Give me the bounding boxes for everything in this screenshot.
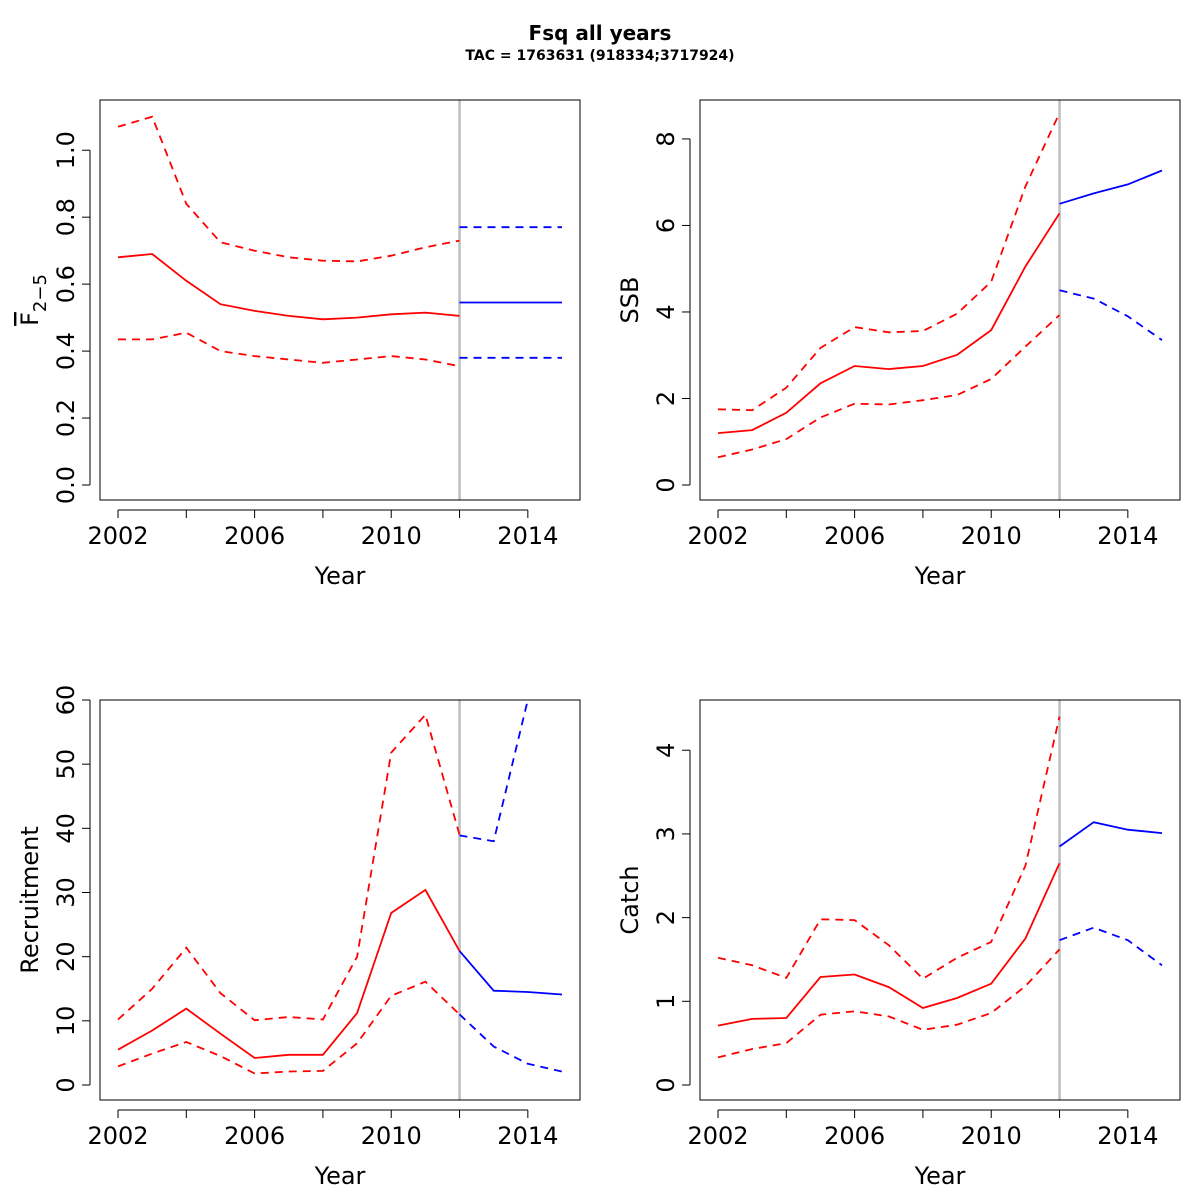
series-upper-line (117, 115, 460, 263)
y-tick-label: 50 (52, 749, 80, 780)
x-tick-label: 2010 (361, 1122, 422, 1150)
chart-panel-2: 2002 2006 2010 2014 Year 0 2 4 6 8 SSB (616, 99, 1181, 590)
series-lower-line (117, 980, 461, 1075)
y-tick-label: 8 (652, 131, 680, 146)
y-tick-label: 1 (652, 994, 680, 1009)
y-tick-label: 2 (652, 391, 680, 406)
y-tick-label: 0 (652, 477, 680, 492)
y-tick-label: 40 (52, 813, 80, 844)
series-estimate-line (117, 253, 460, 321)
series-lower-line (717, 948, 1061, 1059)
x-tick-label: 2014 (497, 522, 558, 550)
y-tick-label: 0.6 (52, 265, 80, 303)
figure-subtitle: TAC = 1763631 (918334;3717924) (465, 48, 734, 64)
series-estimate-line (717, 212, 1061, 434)
series-forecast-line (1059, 169, 1163, 205)
y-axis-label: F2−5 (16, 274, 51, 326)
series-upper-line (117, 712, 461, 1022)
y-tick-label: 1.0 (52, 131, 80, 169)
x-tick-label: 2010 (961, 1122, 1022, 1150)
plot-frame (99, 699, 581, 1101)
y-tick-label: 2 (652, 910, 680, 925)
y-tick-label: 4 (652, 743, 680, 758)
x-tick-label: 2006 (224, 1122, 285, 1150)
y-tick-label: 60 (52, 685, 80, 716)
y-tick-label: 20 (52, 941, 80, 972)
y-tick-label: 10 (52, 1006, 80, 1037)
plot-frame (699, 699, 1181, 1101)
series-group (717, 716, 1163, 1059)
y-tick-label: 0.8 (52, 198, 80, 236)
x-tick-label: 2014 (1097, 522, 1158, 550)
y-tick-label: 6 (652, 218, 680, 233)
y-axis-label: SSB (616, 277, 644, 324)
panels: 2002 2006 2010 2014Year0.00.20.40.60.81.0F2… (16, 99, 1181, 1190)
x-axis-label: Year (914, 1162, 966, 1190)
y-tick-label: 30 (52, 877, 80, 908)
series-forecast-lower-line (1059, 289, 1163, 341)
chart-panel-1: 2002 2006 2010 2014 Year 0.0 0.2 0.4 0.6 0.8 1.0 F2… (16, 99, 581, 590)
y-tick-label: 4 (652, 304, 680, 319)
x-tick-label: 2014 (497, 1122, 558, 1150)
series-group (717, 112, 1163, 459)
series-estimate-line (717, 862, 1061, 1027)
x-tick-label: 2006 (224, 522, 285, 550)
series-upper-line (717, 112, 1061, 412)
x-tick-label: 2002 (687, 522, 748, 550)
y-tick-label: 0.4 (52, 332, 80, 370)
x-tick-label: 2010 (361, 522, 422, 550)
series-group (117, 700, 563, 1075)
series-forecast-lower-line (1059, 926, 1163, 967)
x-tick-label: 2006 (824, 522, 885, 550)
y-tick-label: 0.2 (52, 399, 80, 437)
x-axis-label: Year (314, 1162, 366, 1190)
x-axis-label: Year (314, 562, 366, 590)
x-tick-label: 2002 (687, 1122, 748, 1150)
x-tick-label: 2006 (824, 1122, 885, 1150)
y-axis-label: Catch (616, 865, 644, 934)
series-lower-line (118, 331, 460, 368)
y-tick-label: 3 (652, 826, 680, 841)
x-tick-label: 2002 (87, 522, 148, 550)
x-axis-label: Year (914, 562, 966, 590)
x-tick-label: 2014 (1097, 1122, 1158, 1150)
series-forecast-lower-line (458, 1013, 563, 1073)
series-forecast-line (1058, 821, 1163, 848)
series-estimate-line (117, 888, 461, 1059)
series-forecast-upper-line (459, 700, 529, 843)
x-tick-label: 2002 (87, 1122, 148, 1150)
series-lower-line (717, 314, 1061, 459)
y-tick-label: 0 (52, 1077, 80, 1092)
series-forecast-line (458, 950, 563, 996)
chart-panel-3: 2002 2006 2010 2014 Year 0 10 20 30 40 50 60 Recruit… (16, 685, 581, 1190)
chart-panel-4: 2002 2006 2010 2014 Year 0 1 2 3 4 Catch (616, 699, 1181, 1190)
y-tick-label: 0 (652, 1077, 680, 1092)
plot-frame (99, 99, 581, 501)
plot-frame (699, 99, 1181, 501)
figure-title: Fsq all years (529, 21, 672, 45)
x-tick-label: 2010 (961, 522, 1022, 550)
y-tick-label: 0.0 (52, 466, 80, 504)
series-upper-line (717, 716, 1061, 980)
y-axis-label: Recruitment (16, 826, 44, 973)
series-group (117, 115, 562, 368)
